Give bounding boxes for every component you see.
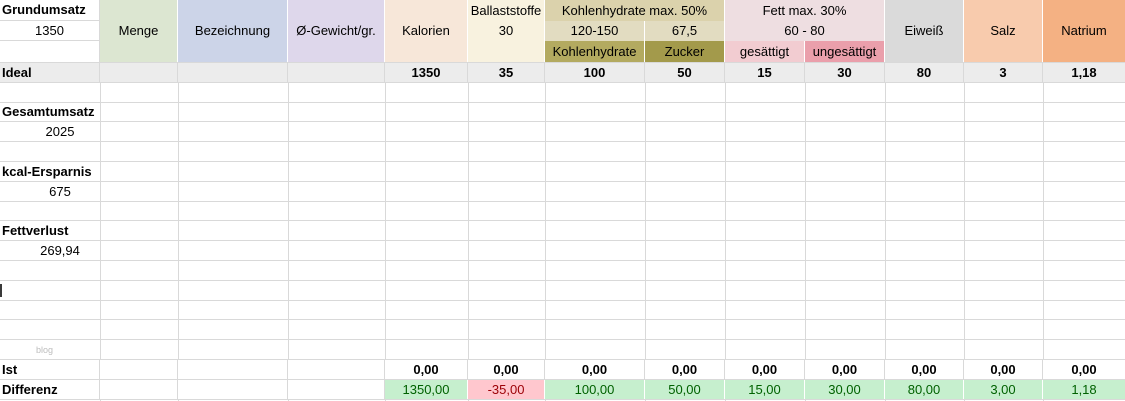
differenz-zucker[interactable]: 50,00 xyxy=(645,379,725,399)
zucker-max[interactable]: 67,5 xyxy=(645,21,725,41)
sheet-row[interactable]: Gesamtumsatz xyxy=(0,102,1125,123)
cell-empty[interactable] xyxy=(100,379,178,399)
ist-row: Ist 0,00 0,00 0,00 0,00 0,00 0,00 0,00 0… xyxy=(0,359,1125,380)
sheet-row[interactable] xyxy=(0,142,1125,162)
ist-ungesaettigt[interactable]: 0,00 xyxy=(805,359,885,379)
ist-zucker[interactable]: 0,00 xyxy=(645,359,725,379)
header-rows: Grundumsatz 1350 Menge Bezeichnung Ø-Gew… xyxy=(0,0,1125,63)
ideal-kohlenhydrate[interactable]: 100 xyxy=(545,63,645,82)
ideal-ballaststoffe[interactable]: 35 xyxy=(468,63,545,82)
cell-grundumsatz-value[interactable]: 1350 xyxy=(0,21,100,41)
sheet-row[interactable] xyxy=(0,260,1125,281)
ballaststoffe-label: Ballaststoffe xyxy=(470,2,542,18)
subcolumn-ungesaettigt[interactable]: ungesättigt xyxy=(805,41,885,62)
column-header-bezeichnung[interactable]: Bezeichnung xyxy=(178,0,288,62)
ideal-natrium[interactable]: 1,18 xyxy=(1071,64,1097,80)
subcolumn-gesaettigt[interactable]: gesättigt xyxy=(725,41,805,62)
sheet-row[interactable]: 2025 xyxy=(0,122,1125,143)
ist-eiweiss[interactable]: 0,00 xyxy=(885,359,964,379)
cell-cursor xyxy=(0,283,2,297)
ist-ballaststoffe[interactable]: 0,00 xyxy=(468,359,545,379)
cell-grundumsatz-label[interactable]: Grundumsatz xyxy=(0,0,100,21)
cell-empty[interactable] xyxy=(288,359,385,379)
subcolumn-zucker[interactable]: Zucker xyxy=(645,41,725,62)
differenz-ballaststoffe[interactable]: -35,00 xyxy=(468,379,545,399)
differenz-gesaettigt[interactable]: 15,00 xyxy=(725,379,805,399)
ideal-ungesaettigt[interactable]: 30 xyxy=(805,63,885,82)
ideal-row: Ideal 1350 35 100 50 15 30 80 3 1,18 xyxy=(0,63,1125,83)
differenz-eiweiss[interactable]: 80,00 xyxy=(885,379,964,399)
sheet-row[interactable] xyxy=(0,399,1125,401)
sheet-row[interactable]: kcal-Ersparnis xyxy=(0,161,1125,182)
sheet-row[interactable]: blog xyxy=(0,340,1125,360)
ist-salz[interactable]: 0,00 xyxy=(964,359,1043,379)
cell-empty[interactable] xyxy=(178,63,288,82)
ist-natrium[interactable]: 0,00 xyxy=(1071,361,1097,377)
ideal-gesaettigt[interactable]: 15 xyxy=(725,63,805,82)
ideal-kalorien[interactable]: 1350 xyxy=(385,63,468,82)
differenz-kalorien[interactable]: 1350,00 xyxy=(385,379,468,399)
gesamtumsatz-label[interactable]: Gesamtumsatz xyxy=(2,104,95,120)
kohlenhydrate-range[interactable]: 120-150 xyxy=(545,21,645,41)
column-header-kalorien[interactable]: Kalorien xyxy=(385,0,468,62)
cell-empty[interactable] xyxy=(178,359,288,379)
fettverlust-value[interactable]: 269,94 xyxy=(40,243,80,259)
differenz-ungesaettigt[interactable]: 30,00 xyxy=(805,379,885,399)
column-header-natrium[interactable]: Natrium xyxy=(1043,0,1125,62)
group-header-fett[interactable]: Fett max. 30% xyxy=(725,0,885,21)
differenz-row: Differenz 1350,00 -35,00 100,00 50,00 15… xyxy=(0,379,1125,400)
gesamtumsatz-value[interactable]: 2025 xyxy=(45,124,75,140)
cell-empty[interactable] xyxy=(288,379,385,399)
sheet-row[interactable] xyxy=(0,320,1125,341)
sheet-row[interactable]: 675 xyxy=(0,181,1125,202)
fett-range[interactable]: 60 - 80 xyxy=(725,21,885,41)
ballaststoffe-target: 30 xyxy=(498,23,514,39)
sheet-row[interactable] xyxy=(0,280,1125,301)
differenz-natrium[interactable]: 1,18 xyxy=(1043,379,1125,399)
cell-empty[interactable] xyxy=(288,63,385,82)
sheet-row[interactable] xyxy=(0,300,1125,321)
cell-empty[interactable] xyxy=(100,63,178,82)
ideal-salz[interactable]: 3 xyxy=(964,63,1043,82)
column-header-eiweiss[interactable]: Eiweiß xyxy=(885,0,964,62)
kcal-ersparnis-value[interactable]: 675 xyxy=(49,183,71,199)
differenz-kohlenhydrate[interactable]: 100,00 xyxy=(545,379,645,399)
cell-empty[interactable] xyxy=(0,41,100,62)
ideal-zucker[interactable]: 50 xyxy=(645,63,725,82)
row-label-differenz[interactable]: Differenz xyxy=(0,379,100,399)
column-header-menge[interactable]: Menge xyxy=(100,0,178,62)
group-header-kohlenhydrate[interactable]: Kohlenhydrate max. 50% xyxy=(545,0,725,21)
sheet-row[interactable]: 269,94 xyxy=(0,241,1125,261)
ideal-eiweiss[interactable]: 80 xyxy=(885,63,964,82)
faint-note: blog xyxy=(36,344,54,355)
row-label-ist[interactable]: Ist xyxy=(0,359,100,379)
ist-gesaettigt[interactable]: 0,00 xyxy=(725,359,805,379)
differenz-salz[interactable]: 3,00 xyxy=(964,379,1043,399)
row-label-ideal[interactable]: Ideal xyxy=(0,63,100,82)
ist-kohlenhydrate[interactable]: 0,00 xyxy=(545,359,645,379)
sheet-row[interactable]: Fettverlust xyxy=(0,221,1125,242)
subcolumn-kohlenhydrate[interactable]: Kohlenhydrate xyxy=(545,41,645,62)
ist-kalorien[interactable]: 0,00 xyxy=(385,359,468,379)
column-header-gewicht[interactable]: Ø-Gewicht/gr. xyxy=(288,0,385,62)
sheet-row[interactable] xyxy=(0,82,1125,103)
cell-empty[interactable] xyxy=(178,379,288,399)
column-header-salz[interactable]: Salz xyxy=(964,0,1043,62)
kcal-ersparnis-label[interactable]: kcal-Ersparnis xyxy=(2,163,92,179)
cell-empty[interactable] xyxy=(100,359,178,379)
fettverlust-label[interactable]: Fettverlust xyxy=(2,223,69,239)
column-header-ballaststoffe[interactable]: Ballaststoffe 30 xyxy=(468,0,545,62)
sheet-row[interactable] xyxy=(0,201,1125,222)
